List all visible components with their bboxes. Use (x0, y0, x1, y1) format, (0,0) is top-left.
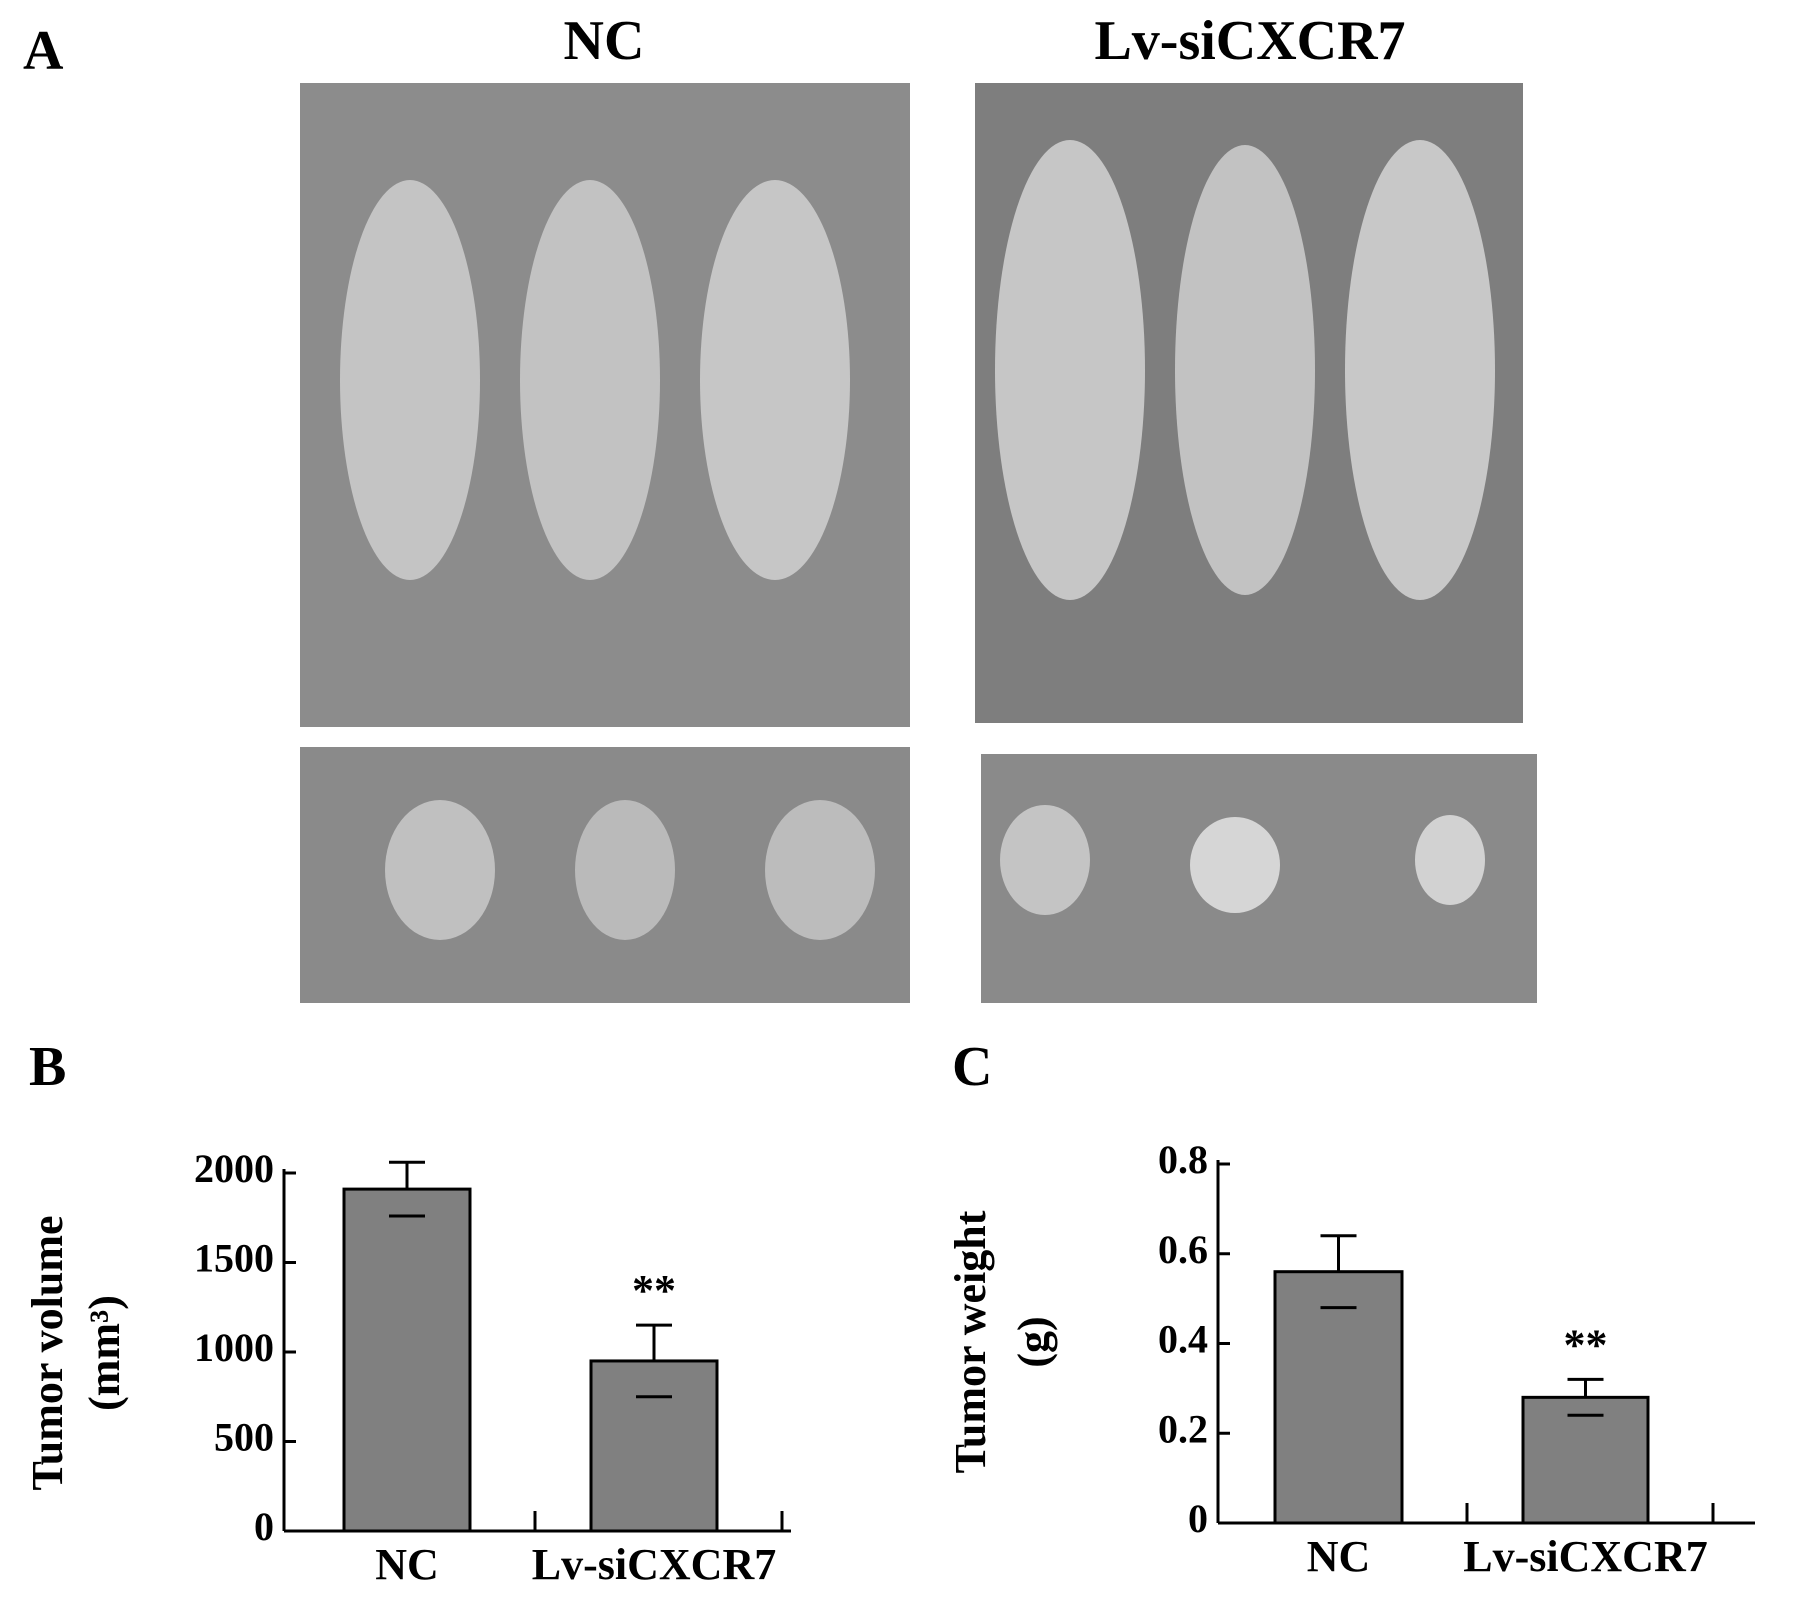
photo-mice-nc (300, 83, 910, 727)
panel-label: A (23, 20, 64, 82)
photo-tumors-nc (300, 747, 910, 1003)
y-tick-label: 0 (254, 1504, 274, 1549)
bar (589, 1359, 719, 1533)
photo-tumors-si (981, 754, 1537, 1003)
significance: ** (632, 1266, 676, 1315)
y-tick-label: 0 (1188, 1496, 1208, 1541)
y-axis-label: (g) (1009, 1316, 1058, 1367)
x-tick-label: NC (1307, 1532, 1371, 1581)
y-tick-label: 1000 (194, 1325, 274, 1370)
y-tick-label: 1500 (194, 1236, 274, 1281)
panel-label: B (29, 1036, 66, 1098)
bar (342, 1187, 472, 1533)
column-heading: Lv-siCXCR7 (1094, 10, 1405, 72)
y-tick-label: 0.6 (1158, 1227, 1208, 1272)
y-tick-label: 500 (214, 1415, 274, 1460)
x-tick-label: Lv-siCXCR7 (532, 1540, 776, 1589)
x-tick-label: NC (375, 1540, 439, 1589)
bar (1521, 1395, 1650, 1525)
x-tick-label: Lv-siCXCR7 (1463, 1532, 1707, 1581)
y-tick-label: 2000 (194, 1146, 274, 1191)
y-axis-label: Tumor weight (946, 1210, 995, 1473)
y-axis-label: (mm³) (80, 1295, 129, 1411)
y-tick-label: 0.8 (1158, 1137, 1208, 1182)
photo-mice-si (975, 83, 1523, 723)
significance: ** (1564, 1320, 1608, 1369)
y-tick-label: 0.4 (1158, 1317, 1208, 1362)
y-axis-label: Tumor volume (23, 1215, 72, 1490)
y-tick-label: 0.2 (1158, 1406, 1208, 1451)
bar (1273, 1270, 1404, 1525)
panel-label: C (952, 1036, 992, 1098)
column-heading: NC (564, 10, 645, 72)
